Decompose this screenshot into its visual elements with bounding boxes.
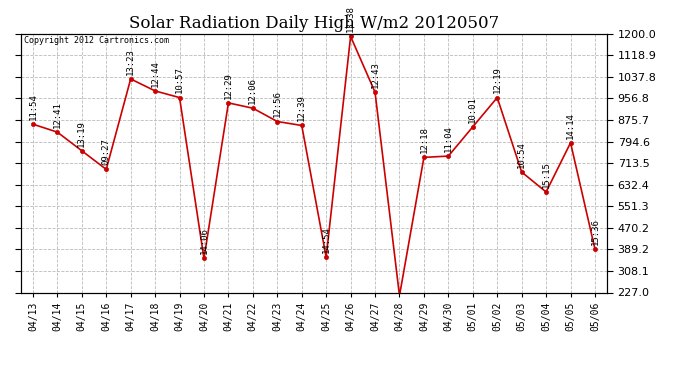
Text: 10:01: 10:01 [469,96,477,123]
Title: Solar Radiation Daily High W/m2 20120507: Solar Radiation Daily High W/m2 20120507 [129,15,499,32]
Text: 12:41: 12:41 [53,101,62,128]
Text: 12:43: 12:43 [371,61,380,88]
Text: 13:38: 13:38 [346,5,355,32]
Text: 12:29: 12:29 [224,72,233,99]
Text: 14:06: 14:06 [199,227,208,254]
Text: 10:54: 10:54 [518,141,526,168]
Text: 12:56: 12:56 [273,90,282,117]
Text: 12:19: 12:19 [493,66,502,93]
Text: 09:27: 09:27 [101,138,110,165]
Text: 14:54: 14:54 [322,226,331,253]
Text: Copyright 2012 Cartronics.com: Copyright 2012 Cartronics.com [23,36,168,45]
Text: 13:19: 13:19 [77,120,86,147]
Text: 13:23: 13:23 [126,48,135,75]
Text: 12:44: 12:44 [150,60,159,87]
Text: 11:54: 11:54 [28,93,37,120]
Text: 15:15: 15:15 [542,161,551,188]
Text: 14:44: 14:44 [0,374,1,375]
Text: 12:39: 12:39 [297,94,306,122]
Text: 12:06: 12:06 [248,77,257,104]
Text: 10:57: 10:57 [175,66,184,93]
Text: 12:18: 12:18 [420,126,428,153]
Text: 14:14: 14:14 [566,112,575,139]
Text: 11:04: 11:04 [444,125,453,152]
Text: 15:36: 15:36 [591,218,600,245]
